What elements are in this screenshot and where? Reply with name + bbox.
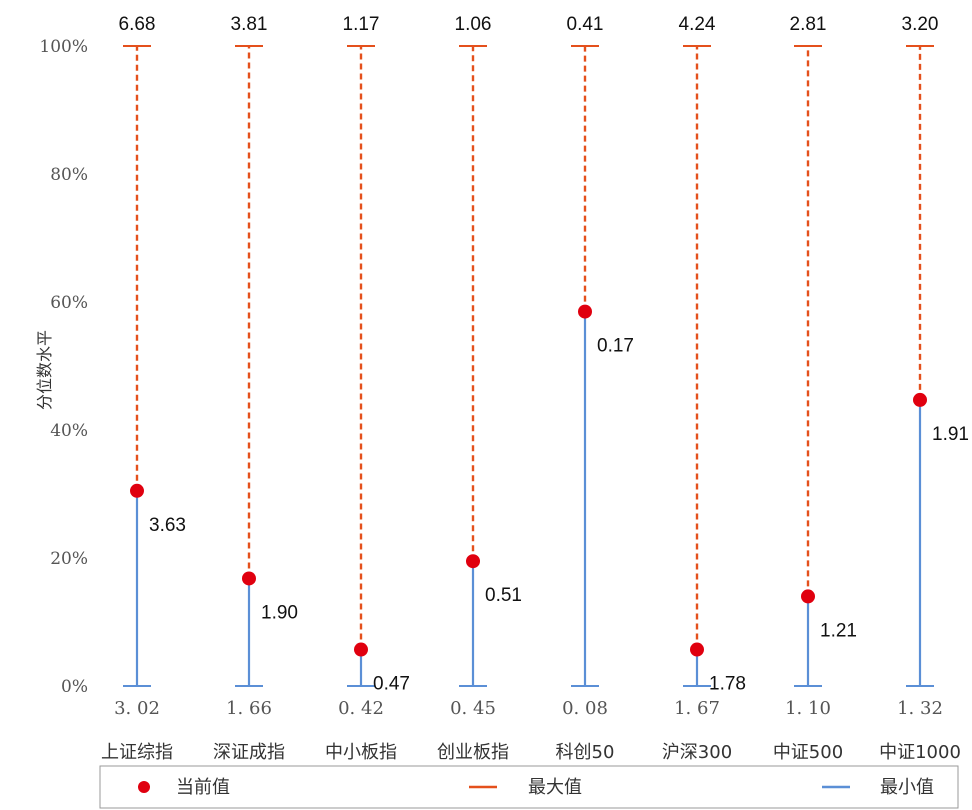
chart-marks: 6.68 3.63 3. 02 上证综指 3.81 1.90 1. 66 深证成指 1.17 0.… xyxy=(101,14,969,763)
category-label: 上证综指 xyxy=(101,742,173,763)
current-value-label: 0.51 xyxy=(485,585,522,606)
legend-label-min: 最小值 xyxy=(880,777,934,798)
min-value-label: 1. 67 xyxy=(674,698,720,719)
current-value-label: 1.78 xyxy=(709,674,746,695)
current-value-label: 1.91 xyxy=(932,424,969,445)
legend-box xyxy=(99,765,959,809)
y-axis-ticks: 0% 20% 40% 60% 80% 100% xyxy=(39,37,88,697)
category-label: 中小板指 xyxy=(325,742,397,763)
min-value-label: 0. 42 xyxy=(338,698,384,719)
category-label: 科创50 xyxy=(556,742,615,763)
current-value-label: 0.47 xyxy=(373,674,410,695)
category-label: 深证成指 xyxy=(213,742,285,763)
category-label: 沪深300 xyxy=(662,742,732,763)
max-value-label: 1.17 xyxy=(343,14,380,35)
min-value-label: 3. 02 xyxy=(114,698,160,719)
current-dot xyxy=(130,483,144,498)
current-value-label: 3.63 xyxy=(149,515,186,536)
current-value-label: 1.21 xyxy=(820,620,857,641)
min-value-label: 1. 32 xyxy=(897,698,943,719)
max-value-label: 4.24 xyxy=(679,14,716,35)
max-value-label: 1.06 xyxy=(455,14,492,35)
y-tick-label: 60% xyxy=(50,293,88,313)
max-value-label: 0.41 xyxy=(567,14,604,35)
category-label: 创业板指 xyxy=(437,742,509,763)
min-value-label: 0. 45 xyxy=(450,698,496,719)
legend-label-max: 最大值 xyxy=(528,777,582,798)
y-tick-label: 40% xyxy=(50,421,88,441)
current-dot xyxy=(690,642,704,657)
min-value-label: 0. 08 xyxy=(562,698,608,719)
legend-current-marker xyxy=(138,781,150,793)
max-value-label: 3.81 xyxy=(231,14,268,35)
category-label: 中证1000 xyxy=(879,742,961,763)
min-value-label: 1. 10 xyxy=(785,698,831,719)
min-value-label: 1. 66 xyxy=(226,698,272,719)
y-axis-label: 分位数水平 xyxy=(35,330,54,410)
current-dot xyxy=(466,554,480,569)
current-dot xyxy=(354,642,368,657)
max-value-label: 2.81 xyxy=(790,14,827,35)
max-value-label: 3.20 xyxy=(902,14,939,35)
max-value-label: 6.68 xyxy=(119,14,156,35)
y-tick-label: 100% xyxy=(39,37,88,57)
y-tick-label: 20% xyxy=(50,549,88,569)
y-tick-label: 0% xyxy=(61,677,88,697)
legend: 当前值 最大值 最小值 xyxy=(99,765,959,809)
current-dot xyxy=(242,571,256,586)
current-dot xyxy=(913,392,927,407)
category-label: 中证500 xyxy=(773,742,843,763)
current-value-label: 1.90 xyxy=(261,602,298,623)
current-dot xyxy=(578,304,592,319)
y-tick-label: 80% xyxy=(50,165,88,185)
current-value-label: 0.17 xyxy=(597,336,634,357)
current-dot xyxy=(801,589,815,604)
legend-label-current: 当前值 xyxy=(176,777,230,798)
